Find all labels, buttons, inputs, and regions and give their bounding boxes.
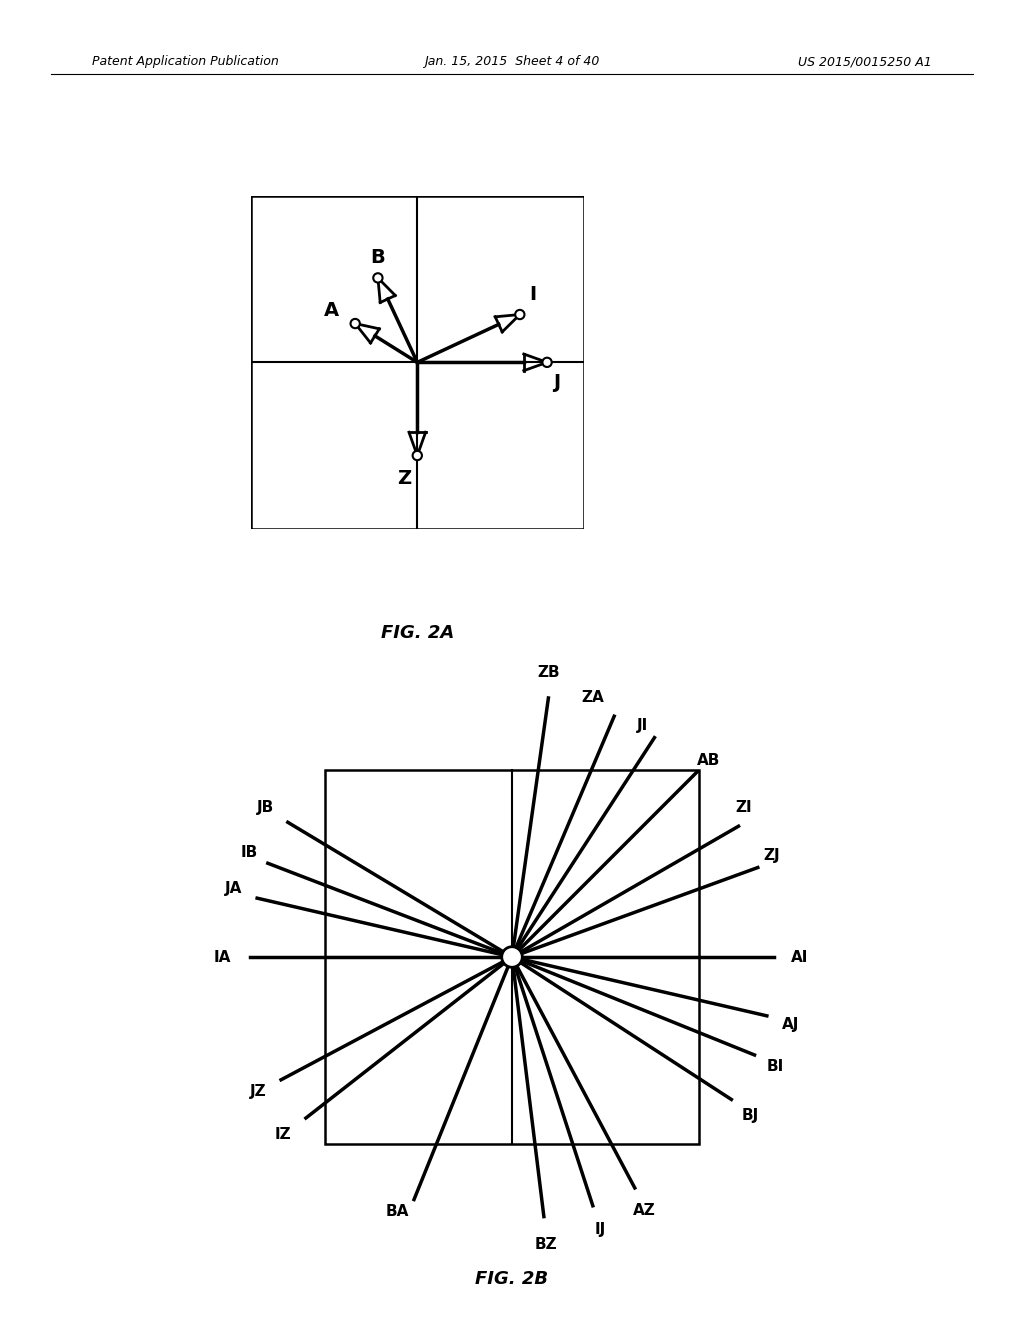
Text: ZB: ZB (538, 665, 560, 680)
Text: Patent Application Publication: Patent Application Publication (92, 55, 279, 69)
Text: AI: AI (791, 949, 808, 965)
Text: J: J (554, 372, 560, 392)
Text: ZI: ZI (735, 800, 752, 814)
Text: Jan. 15, 2015  Sheet 4 of 40: Jan. 15, 2015 Sheet 4 of 40 (424, 55, 600, 69)
Circle shape (543, 358, 552, 367)
Text: BZ: BZ (535, 1237, 557, 1253)
Text: US 2015/0015250 A1: US 2015/0015250 A1 (798, 55, 932, 69)
Bar (326, 770, 698, 1144)
Circle shape (373, 273, 383, 282)
Text: BJ: BJ (741, 1109, 759, 1123)
Text: IJ: IJ (594, 1221, 605, 1237)
Text: I: I (529, 285, 537, 304)
Text: JI: JI (637, 718, 648, 734)
Text: FIG. 2A: FIG. 2A (381, 624, 455, 643)
Text: IA: IA (214, 949, 231, 965)
Text: IZ: IZ (274, 1127, 291, 1142)
Text: AJ: AJ (781, 1016, 799, 1032)
Circle shape (515, 310, 524, 319)
Circle shape (413, 451, 422, 461)
Text: BI: BI (767, 1059, 784, 1074)
Text: JZ: JZ (250, 1084, 266, 1100)
Circle shape (350, 319, 359, 329)
Text: FIG. 2B: FIG. 2B (475, 1270, 549, 1288)
Text: IB: IB (241, 846, 258, 861)
Text: JA: JA (225, 882, 243, 896)
Text: ZA: ZA (582, 690, 604, 705)
Text: AZ: AZ (633, 1203, 655, 1218)
Text: AB: AB (697, 752, 720, 768)
Text: A: A (325, 301, 339, 319)
Text: B: B (371, 248, 385, 268)
Text: Z: Z (397, 470, 411, 488)
Text: JB: JB (257, 800, 274, 814)
Text: ZJ: ZJ (764, 849, 780, 863)
Text: BA: BA (386, 1204, 410, 1218)
Circle shape (502, 946, 522, 968)
